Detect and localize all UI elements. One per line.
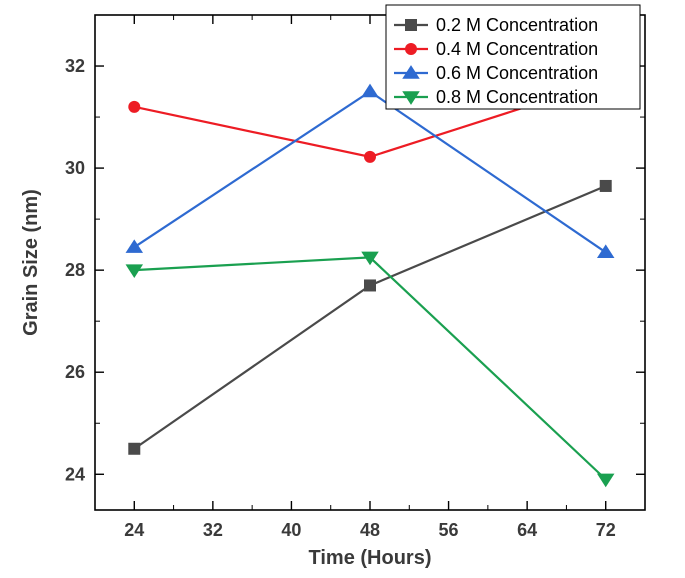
- legend-label: 0.4 M Concentration: [436, 39, 598, 59]
- y-tick-label: 24: [65, 464, 85, 484]
- y-tick-label: 28: [65, 260, 85, 280]
- x-tick-label: 24: [124, 520, 144, 540]
- y-tick-label: 26: [65, 362, 85, 382]
- y-tick-label: 30: [65, 158, 85, 178]
- x-tick-label: 72: [596, 520, 616, 540]
- marker-triangle-up: [597, 244, 615, 258]
- x-tick-label: 32: [203, 520, 223, 540]
- legend: 0.2 M Concentration 0.4 M Concentration 0.…: [386, 5, 640, 109]
- y-axis-title: Grain Size (nm): [20, 189, 42, 336]
- marker-circle: [405, 43, 417, 55]
- x-axis-title: Time (Hours): [309, 547, 432, 569]
- marker-square: [405, 19, 417, 31]
- marker-square: [128, 443, 140, 455]
- x-tick-label: 48: [360, 520, 380, 540]
- chart-svg: 24 32 40 48 56 64 72 24 26 28 30 32 Time (Hours) Grai…: [0, 0, 685, 578]
- marker-square: [600, 180, 612, 192]
- marker-triangle-down: [126, 264, 144, 278]
- marker-circle: [128, 101, 140, 113]
- marker-circle: [364, 151, 376, 163]
- series-line: [134, 92, 605, 253]
- x-tick-label: 40: [281, 520, 301, 540]
- legend-label: 0.8 M Concentration: [436, 87, 598, 107]
- chart-container: 24 32 40 48 56 64 72 24 26 28 30 32 Time (Hours) Grai…: [0, 0, 685, 578]
- marker-square: [364, 279, 376, 291]
- legend-label: 0.6 M Concentration: [436, 63, 598, 83]
- x-tick-label: 64: [517, 520, 537, 540]
- series-line: [134, 186, 605, 449]
- x-tick-label: 56: [439, 520, 459, 540]
- legend-label: 0.2 M Concentration: [436, 15, 598, 35]
- marker-triangle-up: [126, 239, 144, 253]
- series-s02: [128, 180, 611, 455]
- y-tick-label: 32: [65, 56, 85, 76]
- marker-triangle-down: [597, 474, 615, 488]
- series-s06: [126, 84, 615, 258]
- marker-triangle-up: [361, 84, 379, 98]
